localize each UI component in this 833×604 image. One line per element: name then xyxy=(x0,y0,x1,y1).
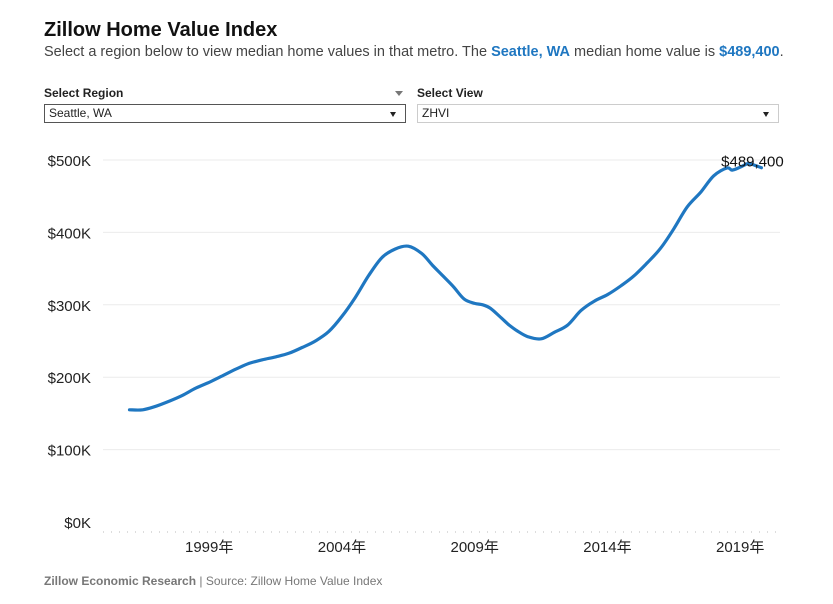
view-select-value: ZHVI xyxy=(422,106,450,120)
series-line xyxy=(127,161,763,412)
x-tick-label: 1999年 xyxy=(185,539,233,556)
footer-separator: | xyxy=(196,574,206,588)
footer-org: Zillow Economic Research xyxy=(44,574,197,588)
subtitle-region: Seattle, WA xyxy=(491,44,571,60)
y-tick-label: $0K xyxy=(64,515,91,532)
y-tick-label: $200K xyxy=(48,370,91,387)
page-subtitle: Select a region below to view median hom… xyxy=(44,43,789,61)
region-label-chevron-icon[interactable] xyxy=(395,91,403,96)
y-tick-label: $100K xyxy=(48,443,91,460)
page-title: Zillow Home Value Index xyxy=(44,19,278,41)
footer-source: Source: Zillow Home Value Index xyxy=(205,574,383,588)
view-label: Select View xyxy=(417,86,483,100)
chevron-down-icon[interactable] xyxy=(390,112,396,117)
subtitle-text-pre: Select a region below to view median hom… xyxy=(44,44,492,60)
subtitle-text-mid: median home value is xyxy=(570,44,720,60)
region-select-value: Seattle, WA xyxy=(49,106,112,120)
x-tick-label: 2009年 xyxy=(450,539,498,556)
chart-footer: Zillow Economic Research | Source: Zillo… xyxy=(44,574,382,588)
region-select[interactable]: Seattle, WA xyxy=(44,104,406,123)
y-tick-label: $400K xyxy=(48,225,91,242)
region-label: Select Region xyxy=(44,86,124,100)
x-tick-label: 2014年 xyxy=(583,539,631,556)
chevron-down-icon[interactable] xyxy=(763,112,769,117)
x-tick-label: 2004年 xyxy=(318,539,366,556)
y-tick-label: $500K xyxy=(48,153,91,170)
subtitle-text-post: . xyxy=(779,44,784,60)
y-tick-label: $300K xyxy=(48,298,91,315)
x-tick-label: 2019年 xyxy=(716,539,764,556)
subtitle-value: $489,400 xyxy=(719,44,780,60)
latest-value-label: $489,400 xyxy=(721,154,784,171)
view-select[interactable]: ZHVI xyxy=(417,104,779,123)
